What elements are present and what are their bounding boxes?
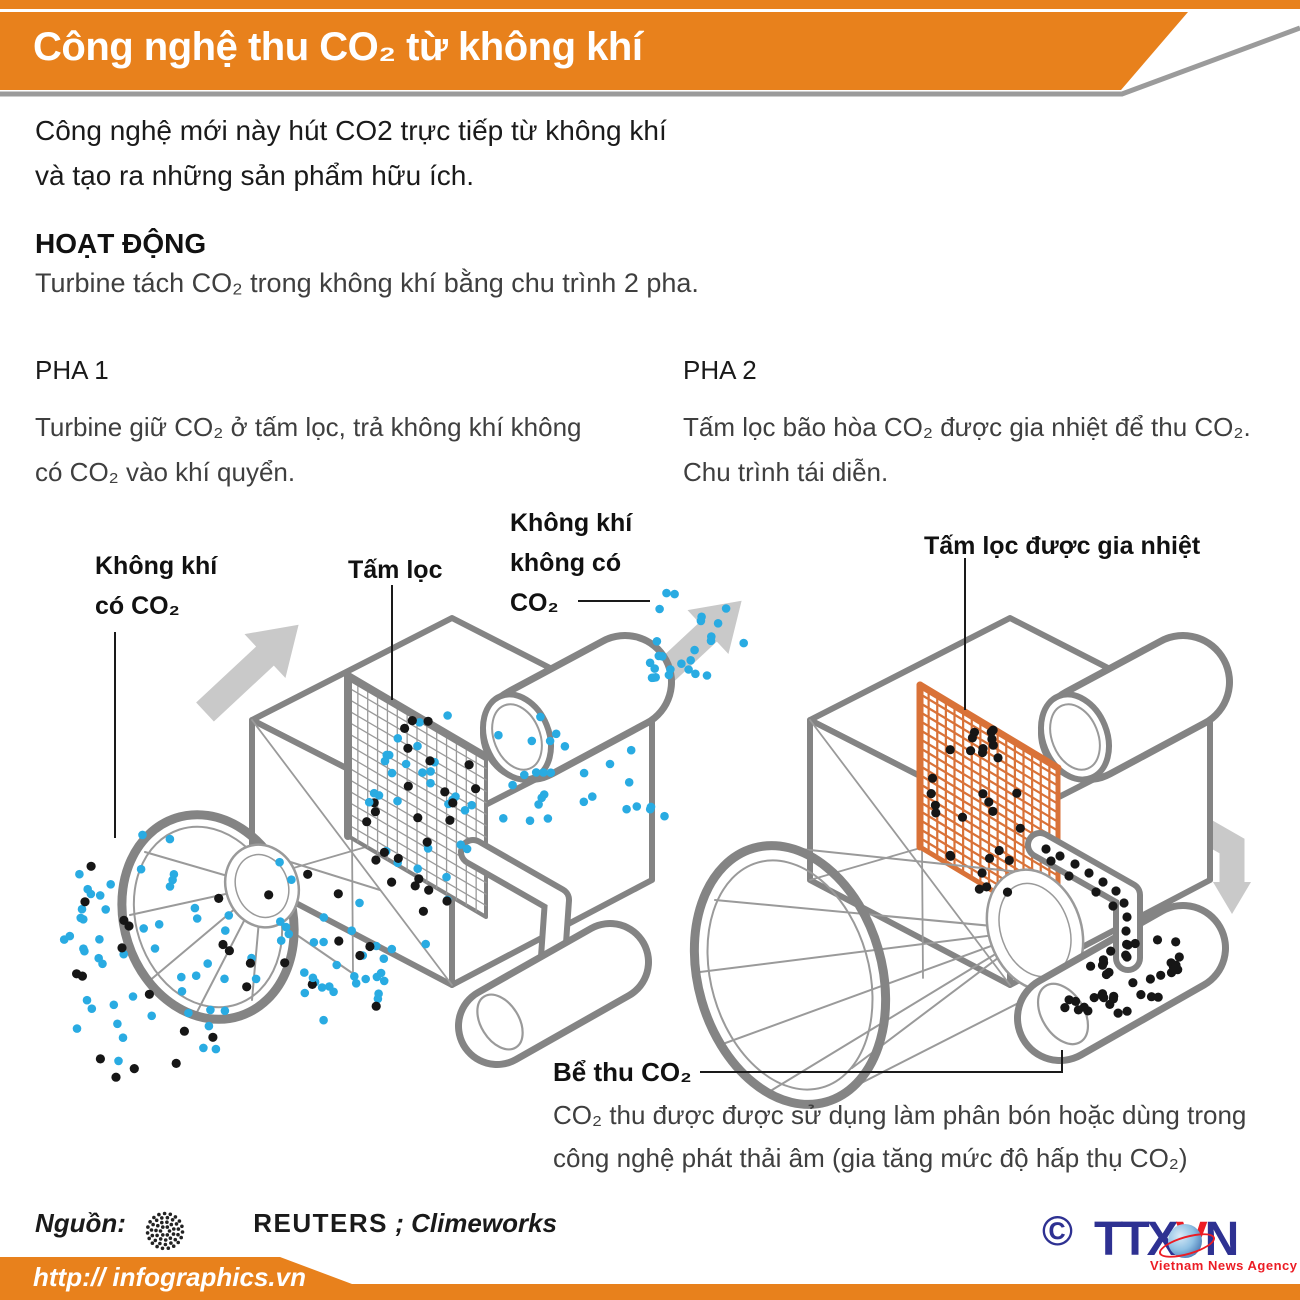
phase2-body: Tấm lọc bão hòa CO₂ được gia nhiệt để th… [683,412,1251,487]
label-air-with-co2: Không khí có CO₂ [95,552,218,620]
footer-orange-bar [0,1257,1300,1300]
ttxvn-n: N [1204,1213,1240,1266]
dot-cluster-fan-zone [242,857,397,1025]
leader-co2-tank [700,1050,1063,1073]
machine-phase1 [117,615,675,1068]
globe-icon [1168,1224,1202,1258]
phase1-label: PHA 1 [35,355,109,385]
machine-phase2 [689,615,1233,1109]
air-outlet-cylinder [480,632,675,783]
air-outlet-cylinder-2 [1038,632,1233,783]
copyright-icon: © [1042,1207,1073,1254]
section-body: Turbine tách CO₂ trong không khí bằng ch… [35,268,699,298]
source-reuters: REUTERS [253,1208,388,1238]
dot-cluster-filter-zone [362,711,481,895]
phase2-label: PHA 2 [683,355,757,385]
leader-lines [114,558,1063,1073]
dot-cluster-tank-dots [1060,935,1184,1018]
dot-cluster-intake-cloud [59,830,234,1082]
label-heated-filter: Tấm lọc được gia nhiệt [924,532,1201,560]
phase1-body: Turbine giữ CO₂ ở tấm lọc, trả không khí… [35,412,582,487]
label-co2-tank: Bể thu CO₂ [553,1057,692,1087]
label-air-without-co2: Không khí không có CO₂ [510,509,633,617]
intake-arrow-icon [196,624,299,722]
dot-cluster-clean-air-cloud [645,588,748,683]
source-climeworks: ; Climeworks [395,1208,558,1238]
dot-cluster-outlet-air [579,745,669,821]
dot-cluster-postfilter [494,712,570,825]
diagram-caption: CO₂ thu được được sử dụng làm phân bón h… [553,1100,1247,1173]
header-orange-bar [0,12,1188,90]
ttxvn-ttx: TTX [1094,1213,1179,1266]
source-row: Nguồn: REUTERS ; Climeworks [35,1208,557,1239]
dot-cluster-heated-filter-dots [926,725,1025,897]
co2-pipe-dots [1041,844,1133,962]
header-shadow-line [0,25,1300,97]
reuters-logo-icon [145,1211,185,1251]
label-filter: Tấm lọc [348,556,443,584]
page-title: Công nghệ thu CO₂ từ không khí [33,25,643,69]
section-heading: HOẠT ĐỘNG [35,228,207,259]
molecule-dots [59,588,1184,1082]
intro-text: Công nghệ mới này hút CO2 trực tiếp từ k… [35,115,667,191]
dot-cluster-below-filter [308,926,389,997]
header-banner [0,12,1300,97]
co2-pipe [1025,830,1143,973]
source-label: Nguồn: [35,1208,126,1238]
idle-cylinder [455,920,652,1068]
infographics-url-link[interactable]: http:// infographics.vn [33,1262,306,1292]
agency-name: Vietnam News Agency [1150,1258,1298,1273]
top-orange-strip [0,0,1300,9]
